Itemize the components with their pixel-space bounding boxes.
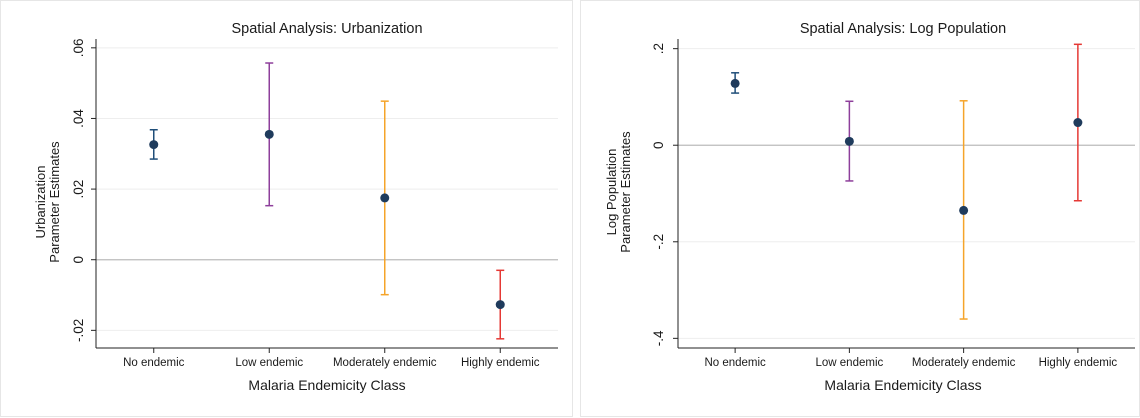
log-population-chart-panel: Spatial Analysis: Log Population Malaria… (580, 0, 1140, 417)
estimate-with-ci (495, 269, 505, 340)
x-axis-title: Malaria Endemicity Class (248, 377, 405, 393)
log-population-chart-svg: Spatial Analysis: Log Population Malaria… (604, 21, 1135, 393)
estimate-with-ci (844, 100, 854, 182)
estimate-with-ci (264, 62, 274, 207)
y-tick-label: -.4 (651, 330, 666, 346)
y-tick-label: .02 (71, 180, 86, 199)
point-estimate (264, 129, 274, 139)
estimate-with-ci (380, 100, 390, 296)
x-tick-label: Low endemic (235, 357, 303, 369)
x-tick-label: Moderately endemic (912, 357, 1016, 369)
gridlines (96, 47, 558, 331)
estimate-with-ci (1073, 43, 1083, 202)
urbanization-chart-panel: Spatial Analysis: Urbanization Malaria E… (0, 0, 573, 417)
x-tick-label: Moderately endemic (333, 357, 437, 369)
y-tick-label: .06 (71, 38, 86, 57)
y-axis-title-line1: Urbanization (33, 166, 48, 239)
y-tick-label: -.2 (651, 234, 666, 250)
point-estimate (844, 136, 854, 146)
y-tick-label: .2 (651, 43, 666, 54)
y-tick-label: .04 (71, 109, 86, 128)
x-tick-label: Low endemic (815, 357, 883, 369)
x-axis-title: Malaria Endemicity Class (824, 377, 981, 393)
x-tick-label: No endemic (123, 357, 185, 369)
point-estimate (495, 300, 505, 310)
y-tick-label: 0 (651, 141, 666, 149)
y-tick-label: 0 (71, 256, 86, 264)
y-tick-label: -.02 (71, 319, 86, 342)
point-estimate (149, 140, 159, 150)
y-axis-title-line2: Parameter Estimates (47, 141, 62, 263)
point-estimate (959, 205, 969, 215)
point-estimate (730, 78, 740, 88)
estimate-with-ci (959, 100, 969, 320)
point-estimate (1073, 118, 1083, 128)
x-tick-label: Highly endemic (1039, 357, 1118, 369)
x-tick-label: No endemic (704, 357, 766, 369)
urbanization-chart-svg: Spatial Analysis: Urbanization Malaria E… (33, 21, 558, 393)
estimate-with-ci (730, 72, 740, 94)
estimate-with-ci (149, 129, 159, 160)
point-estimate (380, 193, 390, 203)
chart-title: Spatial Analysis: Log Population (800, 21, 1006, 37)
x-tick-label: Highly endemic (461, 357, 540, 369)
gridlines (678, 48, 1135, 339)
y-axis-title-line2: Parameter Estimates (618, 131, 633, 253)
chart-title: Spatial Analysis: Urbanization (231, 21, 422, 37)
y-axis-title-line1: Log Population (604, 149, 619, 236)
